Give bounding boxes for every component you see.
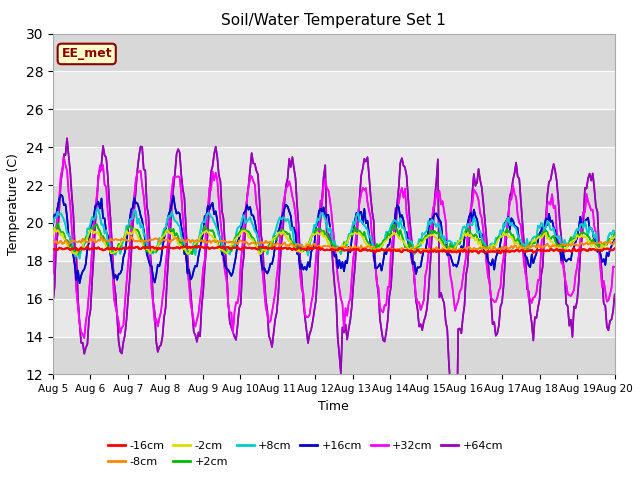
Legend: -16cm, -8cm, -2cm, +2cm, +8cm, +16cm, +32cm, +64cm: -16cm, -8cm, -2cm, +2cm, +8cm, +16cm, +3… [104, 437, 508, 471]
Bar [53, 72, 614, 109]
Bar [53, 299, 614, 336]
Bar [53, 185, 614, 223]
Y-axis label: Temperature (C): Temperature (C) [7, 153, 20, 255]
Title: Soil/Water Temperature Set 1: Soil/Water Temperature Set 1 [221, 13, 446, 28]
Bar [53, 109, 614, 147]
Bar [53, 34, 614, 72]
X-axis label: Time: Time [319, 400, 349, 413]
Bar [53, 223, 614, 261]
Text: EE_met: EE_met [61, 48, 112, 60]
Bar [53, 147, 614, 185]
Bar [53, 261, 614, 299]
Bar [53, 336, 614, 374]
